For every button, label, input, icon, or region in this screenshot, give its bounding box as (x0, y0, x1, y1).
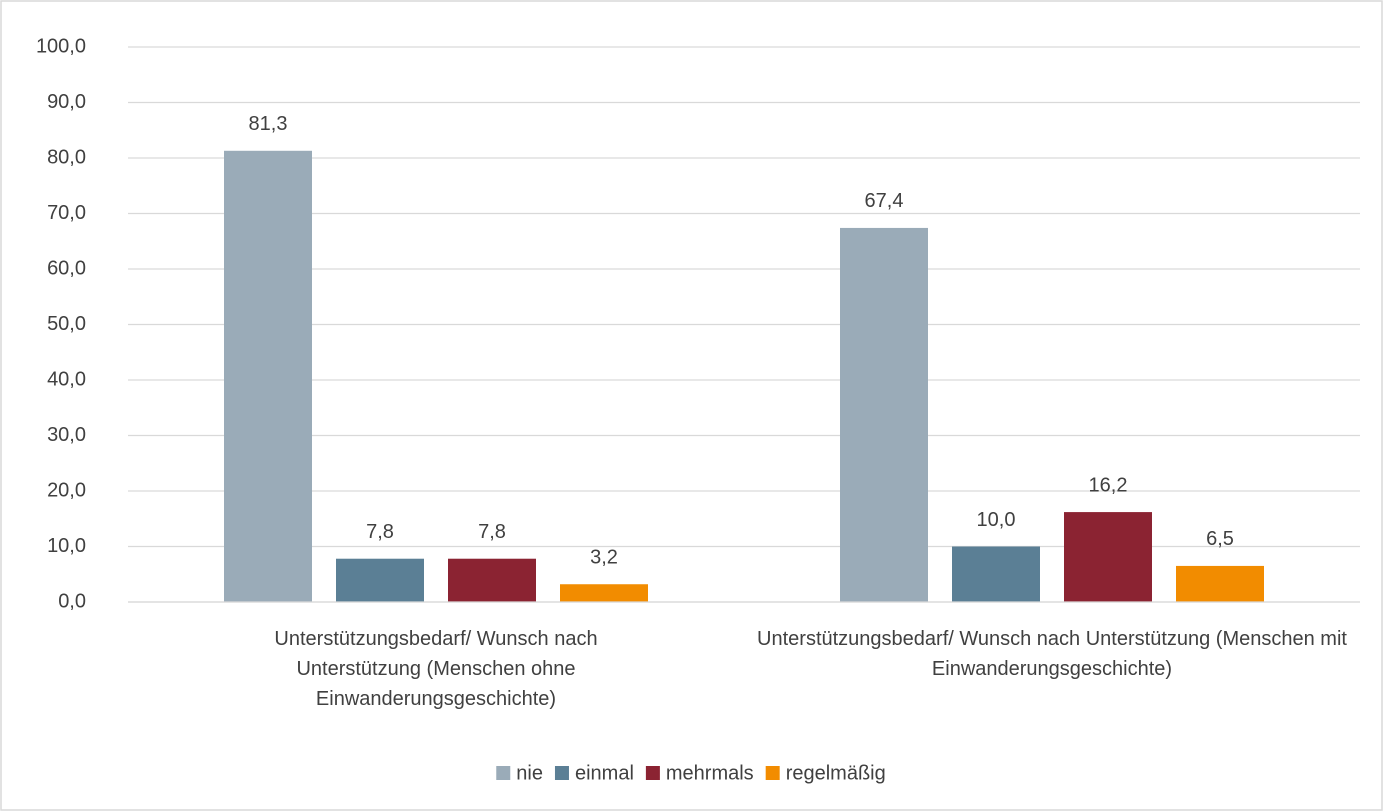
y-tick-label: 70,0 (47, 202, 86, 224)
x-tick-label: Unterstützungsbedarf/ Wunsch nach Unters… (757, 628, 1347, 680)
y-tick-label: 50,0 (47, 313, 86, 335)
y-tick-label: 100,0 (36, 35, 86, 57)
bar (224, 150, 312, 602)
legend-swatch (554, 766, 569, 780)
legend-label: regelmäßig (786, 762, 886, 784)
bar (336, 558, 424, 602)
legend-swatch (645, 766, 660, 780)
y-tick-label: 20,0 (47, 479, 86, 501)
y-tick-label: 10,0 (47, 535, 86, 557)
bar (1176, 565, 1264, 602)
bar (840, 227, 928, 602)
y-tick-label: 80,0 (47, 146, 86, 168)
data-label: 67,4 (865, 190, 904, 212)
data-label: 16,2 (1089, 474, 1128, 496)
legend-label: einmal (575, 762, 634, 784)
y-tick-label: 40,0 (47, 368, 86, 390)
y-tick-label: 90,0 (47, 91, 86, 113)
y-tick-label: 30,0 (47, 424, 86, 446)
bar (560, 584, 648, 602)
y-tick-label: 0,0 (58, 590, 86, 612)
legend-label: mehrmals (666, 762, 754, 784)
legend-swatch (496, 766, 511, 780)
y-tick-label: 60,0 (47, 257, 86, 279)
bar (952, 546, 1040, 602)
x-tick-label: Unterstützungsbedarf/ Wunsch nach Unters… (274, 628, 598, 710)
data-label: 3,2 (590, 547, 618, 569)
data-label: 6,5 (1206, 528, 1234, 550)
data-label: 81,3 (249, 113, 288, 135)
data-label: 7,8 (478, 521, 506, 543)
data-label: 10,0 (977, 509, 1016, 531)
bar (448, 558, 536, 602)
data-label: 7,8 (366, 521, 394, 543)
bar (1064, 512, 1152, 602)
legend-swatch (765, 766, 780, 780)
legend-label: nie (516, 762, 543, 784)
